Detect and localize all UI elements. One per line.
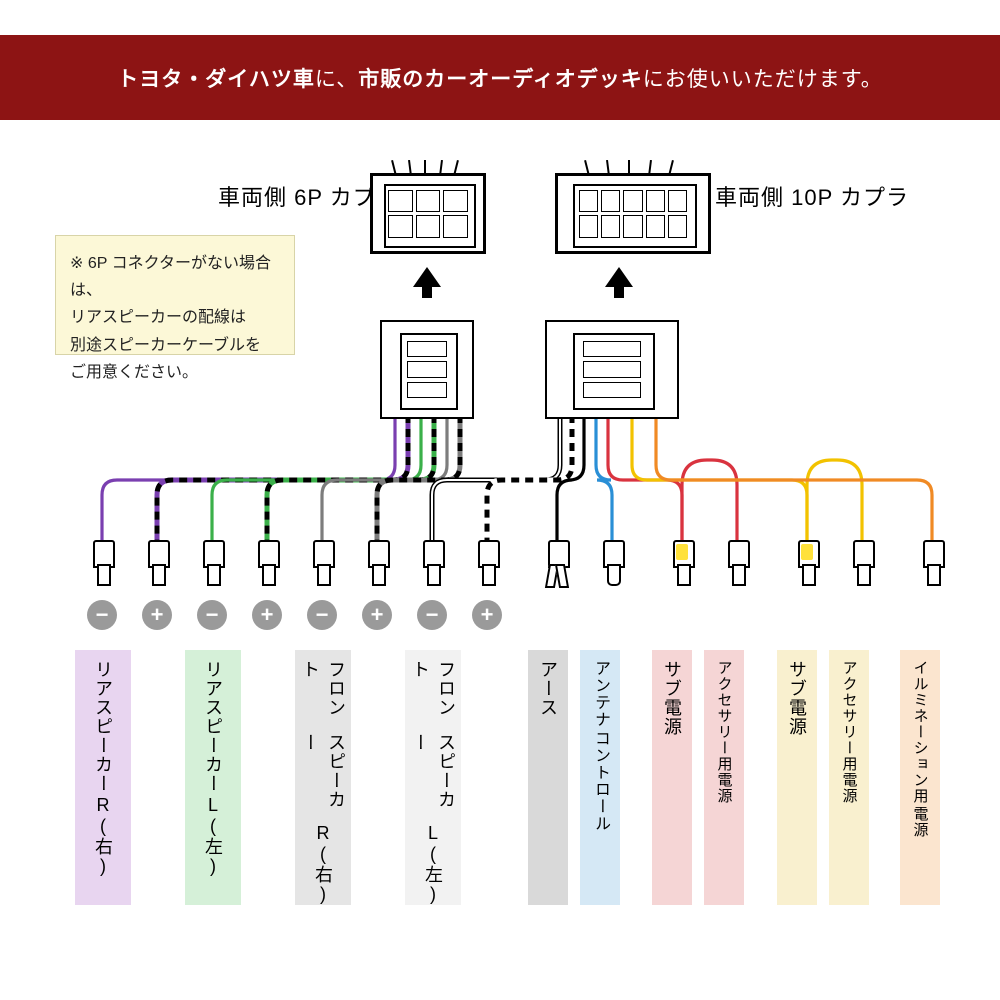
polarity-7: +: [472, 600, 502, 630]
header-part3: 市販のカーオーディオデッキ: [358, 63, 643, 93]
polarity-2: −: [197, 600, 227, 630]
coupler-label-right: 車両側 10P カプラ: [715, 180, 909, 212]
header-band: トヨタ・ダイハツ車 に、 市販のカーオーディオデッキ にお使いいただけます。: [0, 35, 1000, 120]
terminal-11: [725, 540, 749, 584]
label-4: アース: [528, 650, 568, 905]
terminal-13: [850, 540, 874, 584]
header-part4: にお使いいただけます。: [643, 63, 883, 93]
polarity-4: −: [307, 600, 337, 630]
label-3: フロントスピーカーL(左): [405, 650, 461, 905]
label-1: リアスピーカーL(左): [185, 650, 241, 905]
terminal-5: [365, 540, 389, 584]
label-7: アクセサリー用電源: [704, 650, 744, 905]
polarity-6: −: [417, 600, 447, 630]
arrow-up-left: [413, 267, 441, 287]
connector-right: [545, 320, 679, 419]
note-box: ※ 6P コネクターがない場合は、 リアスピーカーの配線は 別途スピーカーケーブ…: [55, 235, 295, 355]
terminal-0: [90, 540, 114, 584]
note-text: ※ 6P コネクターがない場合は、 リアスピーカーの配線は 別途スピーカーケーブ…: [70, 255, 271, 381]
header-part1: トヨタ・ダイハツ車: [117, 63, 315, 93]
header-part2: に、: [315, 63, 358, 93]
label-10: イルミネーション用電源: [900, 650, 940, 905]
label-5: アンテナコントロール: [580, 650, 620, 905]
terminal-7: [475, 540, 499, 584]
label-6: サブ電源: [652, 650, 692, 905]
arrow-up-right: [605, 267, 633, 287]
terminal-10: [670, 540, 694, 584]
terminal-9: [600, 540, 624, 584]
terminal-1: [145, 540, 169, 584]
terminal-2: [200, 540, 224, 584]
terminal-6: [420, 540, 444, 584]
polarity-5: +: [362, 600, 392, 630]
label-8: サブ電源: [777, 650, 817, 905]
terminal-12: [795, 540, 819, 584]
polarity-3: +: [252, 600, 282, 630]
coupler-left: [370, 173, 486, 254]
connector-left: [380, 320, 474, 419]
coupler-right: [555, 173, 711, 254]
label-0: リアスピーカーR(右): [75, 650, 131, 905]
terminal-14: [920, 540, 944, 584]
terminal-8: [545, 540, 569, 584]
label-9: アクセサリー用電源: [829, 650, 869, 905]
label-2: フロントスピーカーR(右): [295, 650, 351, 905]
terminal-3: [255, 540, 279, 584]
polarity-0: −: [87, 600, 117, 630]
polarity-1: +: [142, 600, 172, 630]
terminal-4: [310, 540, 334, 584]
